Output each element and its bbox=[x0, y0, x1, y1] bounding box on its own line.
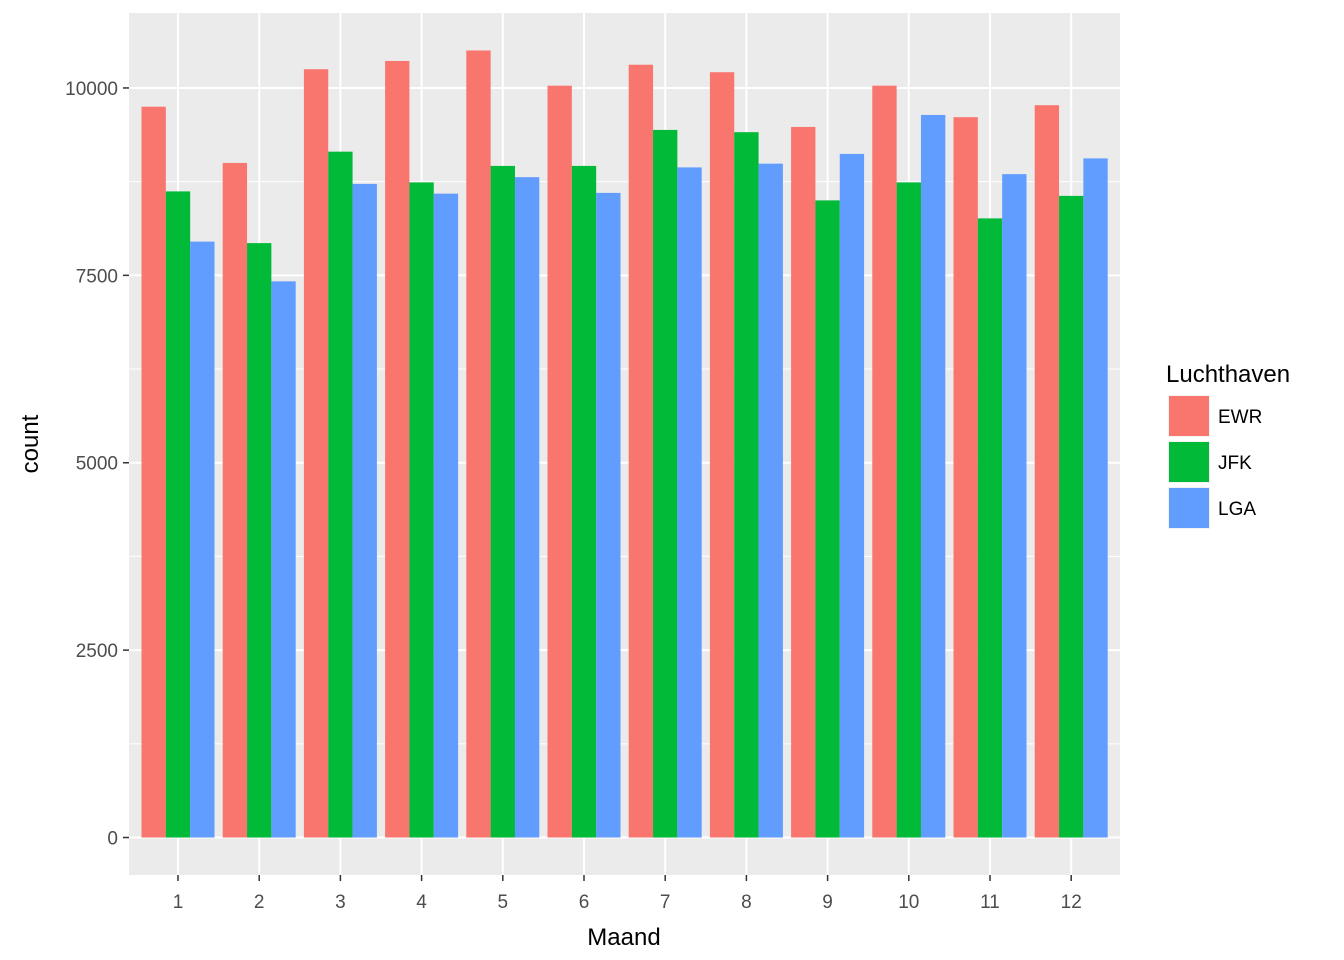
bar-lga-11 bbox=[1002, 174, 1027, 838]
x-tick-label: 4 bbox=[416, 892, 427, 913]
bar-ewr-4 bbox=[385, 60, 410, 838]
bar-lga-2 bbox=[271, 281, 296, 838]
bar-ewr-3 bbox=[303, 69, 329, 838]
x-tick-label: 8 bbox=[741, 892, 752, 913]
bar-ewr-1 bbox=[141, 106, 166, 838]
bars bbox=[141, 50, 1108, 838]
x-axis: 1 2 3 4 5 6 7 8 9 10 11 12 bbox=[173, 875, 1082, 913]
bar-jfk-11 bbox=[977, 218, 1003, 838]
bar-jfk-2 bbox=[247, 243, 272, 838]
legend-title: Luchthaven bbox=[1166, 361, 1290, 388]
y-axis: 0 2500 5000 7500 10000 bbox=[65, 79, 129, 850]
x-tick-label: 3 bbox=[335, 892, 346, 913]
bar-lga-12 bbox=[1083, 158, 1108, 838]
bar-lga-4 bbox=[433, 193, 459, 838]
x-tick-label: 1 bbox=[173, 892, 184, 913]
bar-ewr-5 bbox=[466, 50, 491, 838]
legend-key-jfk bbox=[1169, 442, 1209, 482]
x-tick-label: 7 bbox=[660, 892, 671, 913]
x-tick-label: 9 bbox=[822, 892, 833, 913]
bar-ewr-7 bbox=[628, 64, 654, 838]
bar-jfk-8 bbox=[734, 132, 759, 838]
bar-lga-6 bbox=[596, 192, 621, 838]
x-tick-label: 11 bbox=[980, 892, 1000, 913]
bar-lga-10 bbox=[920, 114, 946, 838]
bar-lga-7 bbox=[677, 167, 702, 838]
bar-jfk-12 bbox=[1059, 195, 1084, 838]
x-tick-label: 12 bbox=[1061, 892, 1082, 913]
bar-lga-8 bbox=[758, 163, 783, 838]
bar-ewr-9 bbox=[791, 126, 816, 838]
bar-ewr-11 bbox=[953, 117, 978, 838]
bar-jfk-10 bbox=[896, 182, 921, 838]
x-tick-label: 5 bbox=[498, 892, 509, 913]
bar-jfk-4 bbox=[409, 182, 434, 838]
y-tick-label: 0 bbox=[107, 829, 118, 850]
bar-ewr-2 bbox=[222, 162, 248, 838]
legend-label-lga: LGA bbox=[1218, 499, 1256, 520]
x-tick-label: 2 bbox=[254, 892, 265, 913]
y-tick-label: 7500 bbox=[76, 266, 118, 287]
y-tick-label: 10000 bbox=[65, 79, 118, 100]
bar-jfk-5 bbox=[490, 165, 515, 838]
legend-key-ewr bbox=[1169, 396, 1209, 436]
bar-jfk-1 bbox=[165, 191, 191, 838]
bar-ewr-10 bbox=[872, 85, 897, 838]
bar-ewr-12 bbox=[1034, 105, 1060, 838]
legend-key-lga bbox=[1169, 488, 1209, 528]
legend-label-ewr: EWR bbox=[1218, 407, 1262, 428]
bar-lga-9 bbox=[839, 153, 865, 838]
x-tick-label: 6 bbox=[579, 892, 590, 913]
legend-label-jfk: JFK bbox=[1218, 453, 1252, 474]
bar-lga-5 bbox=[514, 177, 540, 838]
y-axis-title: count bbox=[17, 414, 44, 473]
y-tick-label: 5000 bbox=[76, 454, 118, 475]
x-tick-label: 10 bbox=[898, 892, 919, 913]
bar-ewr-6 bbox=[547, 85, 572, 838]
legend: Luchthaven EWR JFK LGA bbox=[1166, 361, 1290, 529]
bar-ewr-8 bbox=[709, 72, 735, 838]
bar-jfk-3 bbox=[328, 151, 353, 838]
bar-jfk-7 bbox=[653, 129, 678, 838]
x-axis-title: Maand bbox=[587, 924, 660, 951]
bar-jfk-6 bbox=[571, 165, 597, 838]
y-tick-label: 2500 bbox=[76, 641, 118, 662]
bar-lga-3 bbox=[352, 183, 377, 838]
bar-jfk-9 bbox=[815, 200, 840, 838]
bar-lga-1 bbox=[190, 241, 215, 838]
